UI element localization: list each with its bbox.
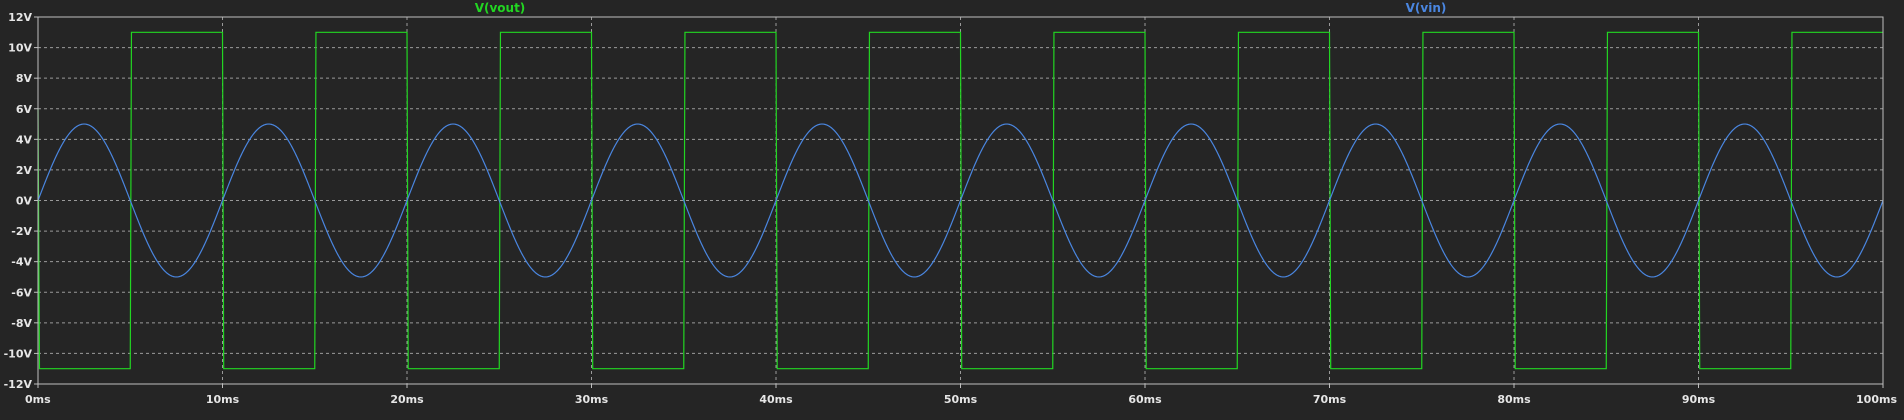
x-tick-label: 0ms [25, 393, 51, 406]
y-tick-label: 10V [8, 42, 32, 55]
series-traces [37, 31, 1884, 370]
y-tick-label: 4V [16, 133, 33, 146]
y-tick-label: 2V [16, 164, 33, 177]
series-v-vout-trace [37, 31, 1883, 370]
x-tick-label: 60ms [1128, 393, 1162, 406]
y-tick-label: -6V [11, 286, 32, 299]
x-tick-label: 100ms [1856, 393, 1897, 406]
x-tick-label: 20ms [390, 393, 424, 406]
y-tick-label: 6V [16, 103, 33, 116]
series-v-vin-trace [37, 123, 1884, 278]
axis-ticks: 12V 10V 8V 6V 4V 2V 0V -2V -4V -6V -8V -10V -12V 0ms 1… [4, 11, 1898, 406]
x-tick-label: 30ms [575, 393, 609, 406]
x-tick-label: 70ms [1313, 393, 1347, 406]
legend: V(vout) V(vin) [475, 1, 1447, 15]
y-tick-label: 8V [16, 72, 33, 85]
y-tick-label: -4V [11, 256, 32, 269]
y-tick-label: -12V [4, 378, 33, 391]
y-tick-label: -10V [4, 347, 33, 360]
x-tick-label: 40ms [759, 393, 793, 406]
y-tick-label: -8V [11, 317, 32, 330]
y-tick-label: 12V [8, 11, 32, 24]
legend-vin-label[interactable]: V(vin) [1406, 1, 1447, 15]
x-tick-label: 50ms [944, 393, 978, 406]
x-tick-label: 10ms [206, 393, 240, 406]
x-tick-label: 90ms [1682, 393, 1716, 406]
y-tick-label: -2V [11, 225, 32, 238]
legend-vout-label[interactable]: V(vout) [475, 1, 526, 15]
y-tick-label: 0V [16, 195, 33, 208]
x-tick-label: 80ms [1497, 393, 1531, 406]
